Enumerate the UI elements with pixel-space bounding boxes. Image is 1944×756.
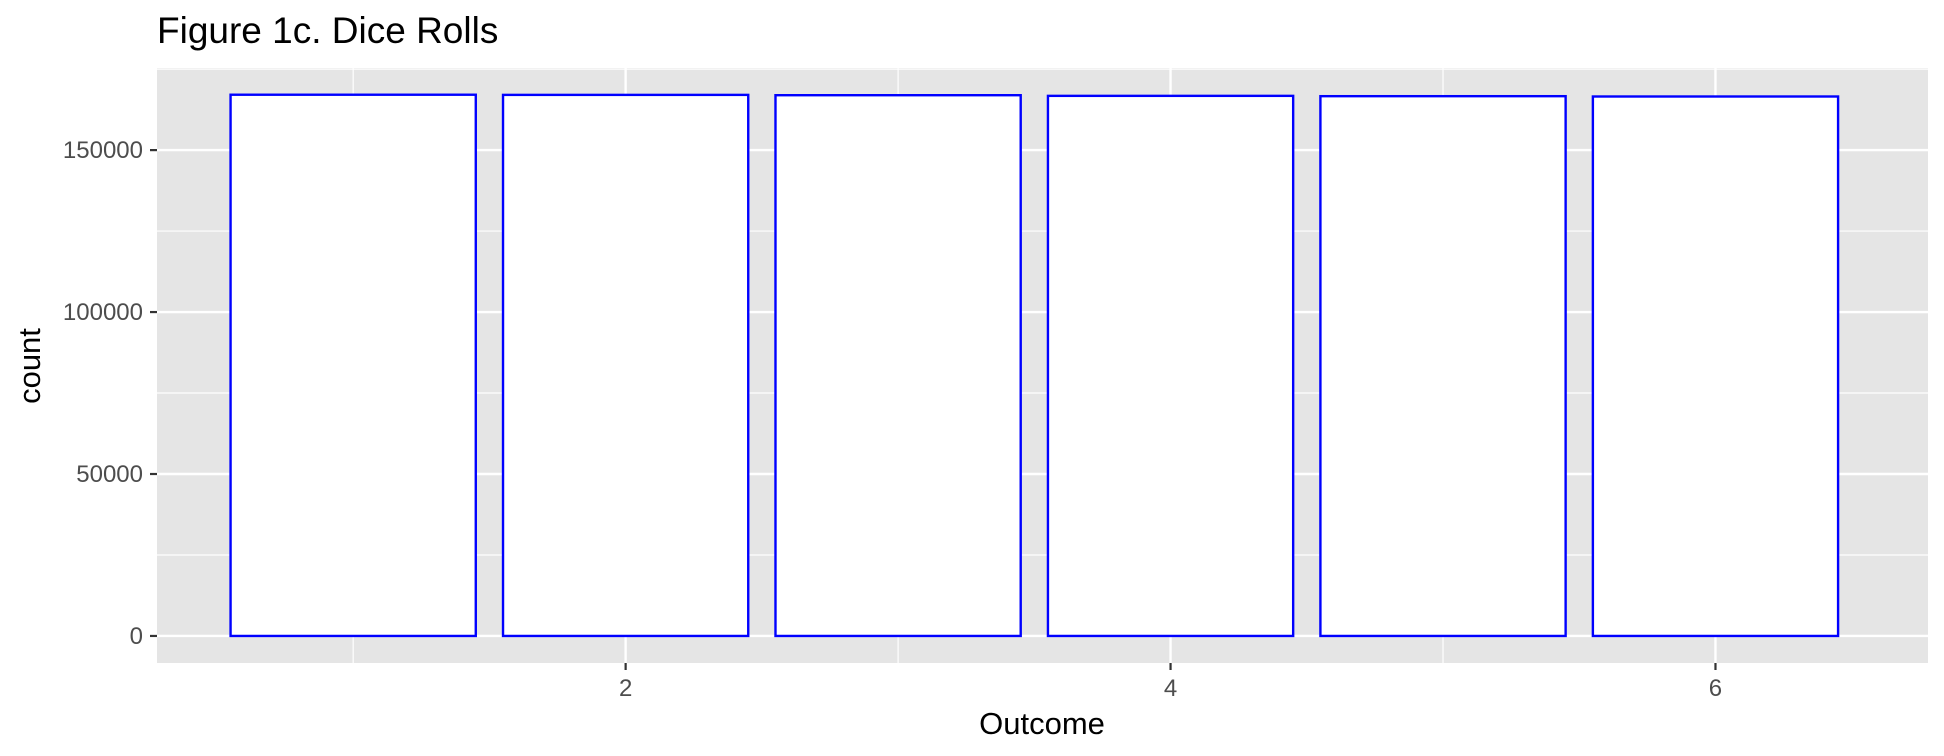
x-tick-label: 4: [1164, 675, 1177, 702]
x-tick-label: 6: [1709, 675, 1722, 702]
x-tick-label: 2: [619, 675, 632, 702]
y-tick-label: 0: [130, 623, 143, 650]
y-axis-title: count: [12, 328, 47, 404]
y-tick-label: 50000: [76, 461, 143, 488]
bar-outcome-4: [1046, 94, 1295, 638]
bar-outcome-2: [501, 93, 750, 638]
bar-outcome-5: [1319, 94, 1567, 638]
bar-outcome-1: [229, 93, 477, 638]
y-tick-label: 150000: [63, 137, 143, 164]
chart-title: Figure 1c. Dice Rolls: [157, 10, 498, 51]
bar-outcome-6: [1591, 95, 1840, 638]
x-axis: 2 4 6: [619, 663, 1722, 702]
y-axis: 0 50000 100000 150000: [63, 137, 157, 650]
bar-outcome-3: [774, 94, 1022, 638]
y-tick-label: 100000: [63, 299, 143, 326]
x-axis-title: Outcome: [979, 706, 1105, 741]
bars: [229, 93, 1840, 638]
